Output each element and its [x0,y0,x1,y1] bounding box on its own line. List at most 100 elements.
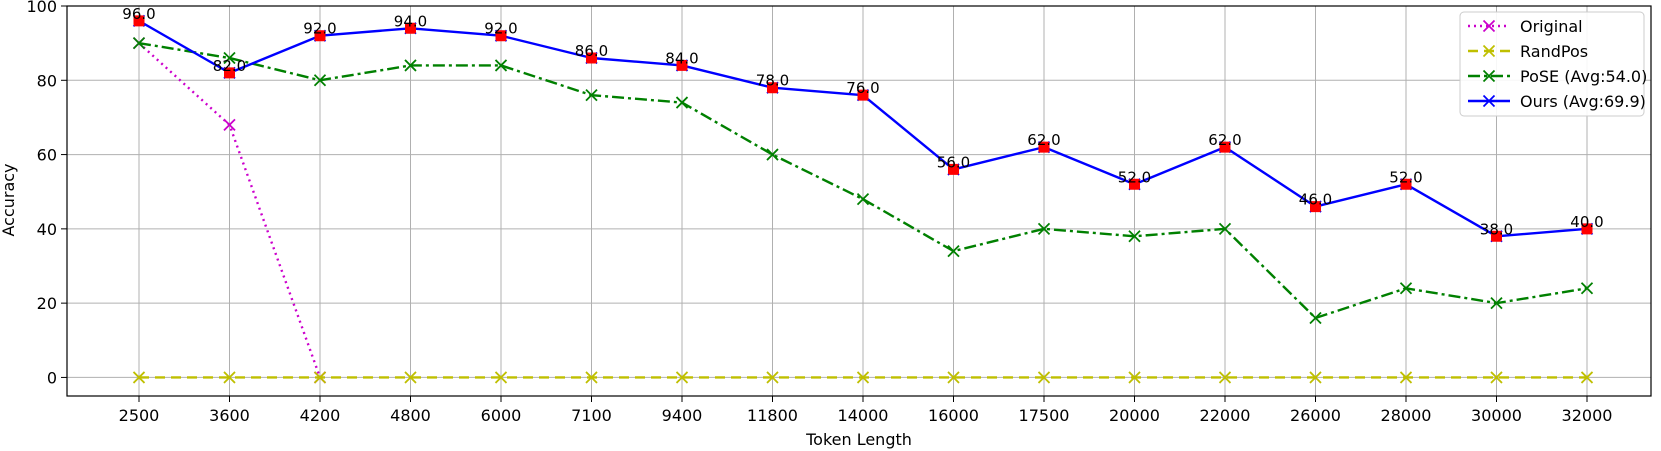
data-label: 52.0 [1389,168,1422,186]
highlight-point [676,59,688,71]
legend-label: Original [1520,17,1583,36]
y-axis-title: Accuracy [0,163,18,236]
highlight-point [133,15,145,27]
x-tick-label: 17500 [1019,406,1070,425]
legend: Original RandPos PoSE (Avg:54.0) Ours (Avg:… [1459,11,1647,117]
highlight-point [1491,230,1502,242]
point-pose [947,245,960,258]
y-tick-label: 20 [37,294,57,313]
tick-layer: 2500 3600 4200 4800 6000 7100 9400 11800 14000 16… [26,0,1612,425]
data-label: 52.0 [1118,168,1151,186]
highlight-point [586,52,597,64]
highlight-point [767,82,778,94]
point-pose [494,59,508,72]
point-randpos [1128,371,1141,384]
point-pose [766,148,779,161]
x-tick-label: 16000 [928,406,979,425]
x-tick-label: 20000 [1109,406,1160,425]
point-pose [1218,222,1232,235]
data-label: 46.0 [1299,191,1332,209]
y-tick-label: 0 [47,368,57,387]
highlight-point [1310,201,1321,213]
highlight-point [224,67,235,79]
point-pose [1580,282,1594,295]
data-label: 84.0 [665,49,698,67]
point-randpos [132,371,146,384]
point-pose [1037,222,1051,235]
highlight-point [405,22,416,34]
highlight-point [1581,223,1593,235]
point-randpos [1218,371,1232,384]
x-tick-label: 30000 [1471,406,1522,425]
point-pose [1128,230,1141,243]
point-randpos [313,371,327,384]
x-tick-label: 11800 [747,406,798,425]
x-tick-label: 32000 [1562,406,1613,425]
x-tick-label: 3600 [209,406,250,425]
data-label: 62.0 [1208,131,1241,149]
point-randpos [494,371,508,384]
point-pose [132,37,146,50]
y-tick-label: 60 [37,146,57,165]
point-pose [1309,311,1322,325]
data-label: 92.0 [484,20,517,38]
point-pose [1490,297,1503,310]
highlight-point [314,30,326,42]
data-label: 82.0 [213,57,246,75]
point-randpos [856,371,870,384]
data-label: 86.0 [575,42,608,60]
point-randpos [766,371,779,384]
data-label: 38.0 [1480,220,1513,238]
point-randpos [1309,371,1322,384]
y-tick-label: 40 [37,220,57,239]
legend-marker [1482,19,1496,33]
data-label: 96.0 [122,5,155,23]
point-randpos [947,371,960,384]
legend-marker [1482,44,1496,58]
point-pose [856,193,870,206]
point-randpos [1580,371,1594,384]
highlight-point [948,163,959,175]
highlight-point [1038,141,1050,153]
x-axis-title: Token Length [805,430,912,449]
legend-label: PoSE (Avg:54.0) [1520,67,1647,86]
legend-entry-pose: PoSE (Avg:54.0) [1468,67,1647,86]
highlight-point [857,89,869,101]
series-layer [132,14,1594,384]
plot-frame [66,5,1652,397]
highlight-point [1219,141,1231,153]
x-tick-label: 14000 [838,406,889,425]
x-tick-label: 4800 [390,406,431,425]
legend-marker [1482,69,1496,83]
data-label-layer: 96.0 82.0 92.0 94.0 92.0 86.0 84.0 78.0 76.0 56.0… [122,5,1603,238]
data-label: 94.0 [394,12,427,30]
highlight-point [1129,178,1140,190]
point-pose [1399,282,1413,295]
legend-entry-randpos: RandPos [1468,42,1588,61]
point-randpos [1490,371,1503,384]
x-tick-label: 28000 [1381,406,1432,425]
point-pose [223,51,236,65]
x-tick-label: 4200 [300,406,341,425]
legend-box [1459,11,1645,117]
y-tick-label: 100 [26,0,57,16]
legend-entry-original: Original [1468,17,1583,36]
point-pose [404,59,417,72]
highlight-point [1400,178,1412,190]
legend-marker [1482,94,1496,108]
point-original [223,118,236,131]
data-label: 78.0 [756,72,789,90]
point-pose [313,74,327,87]
x-tick-label: 2500 [119,406,160,425]
series-line-pose [138,41,1588,320]
point-randpos [404,371,417,384]
point-pose [585,89,598,102]
legend-entry-ours: Ours (Avg:69.9) [1468,92,1646,111]
point-randpos [585,371,598,384]
x-tick-label: 22000 [1200,406,1251,425]
x-tick-label: 9400 [662,406,703,425]
y-tick-label: 80 [37,71,57,90]
data-label: 62.0 [1027,131,1060,149]
